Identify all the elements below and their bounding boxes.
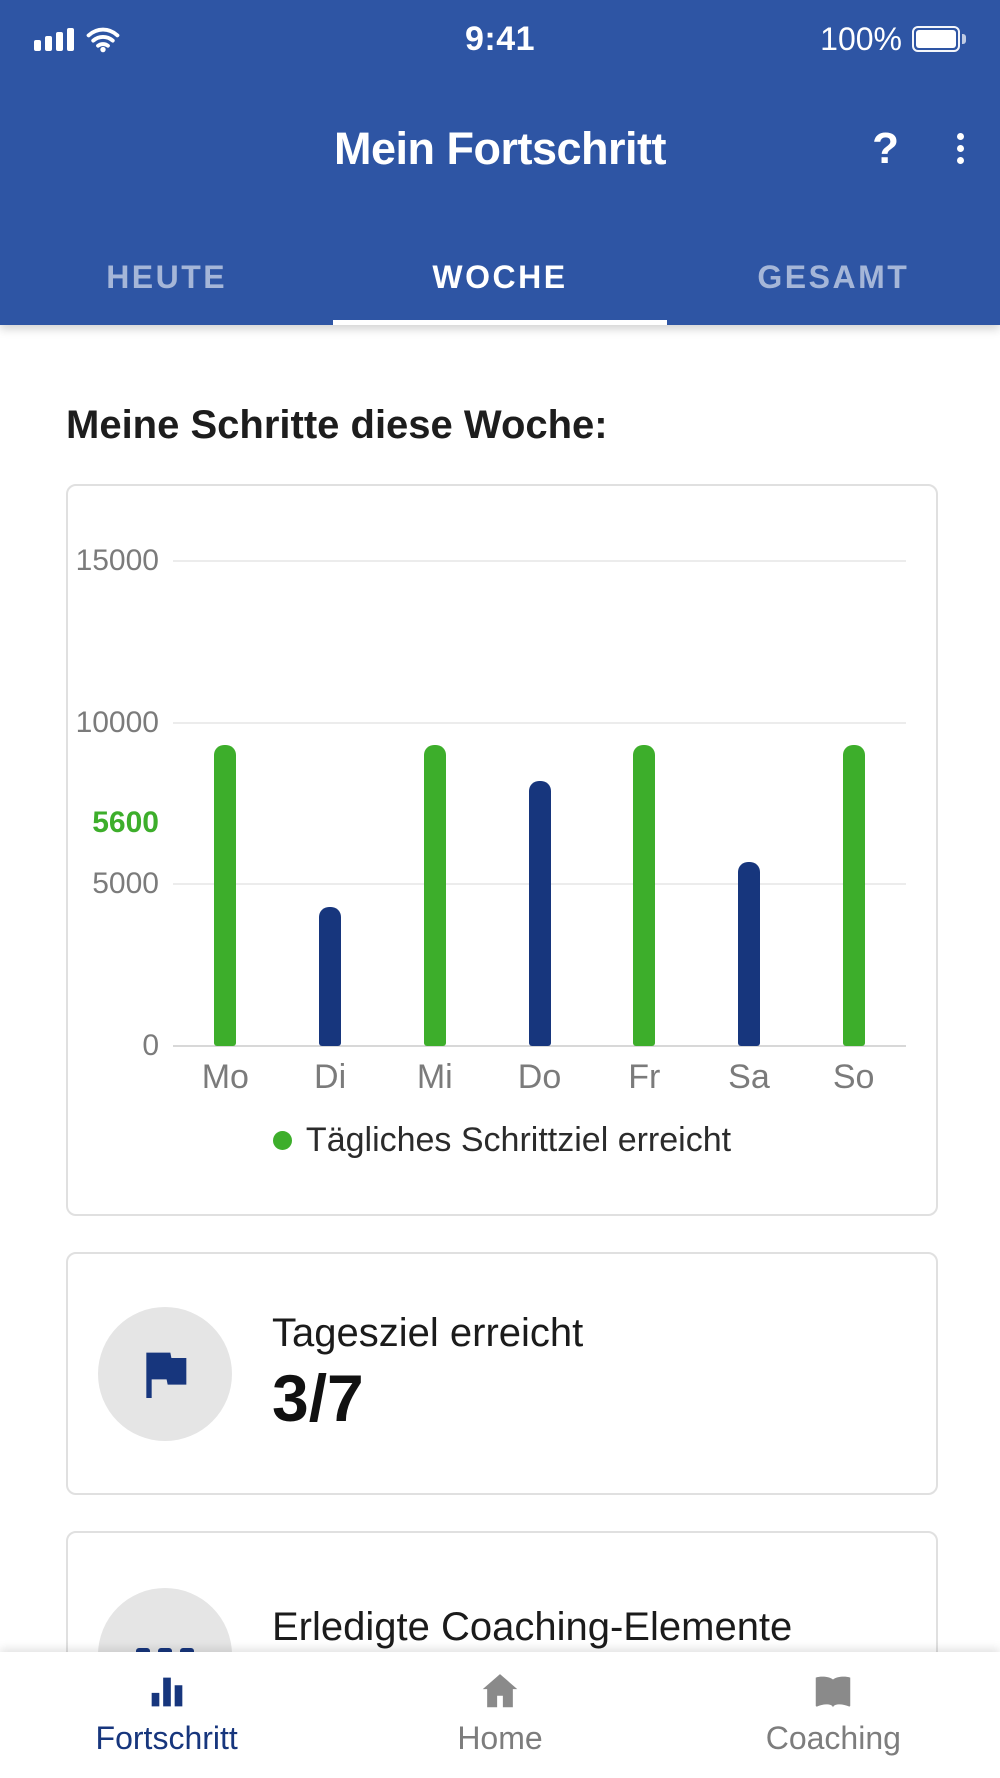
nav-item-home[interactable]: Home [333,1652,666,1778]
legend-dot [272,1131,292,1150]
bar-column-Do [487,561,592,1046]
daily-goal-title: Tagesziel erreicht [272,1311,584,1355]
bar-Sa [737,861,760,1046]
day-label-Mi: Mi [416,1058,453,1096]
daily-goal-value: 3/7 [272,1361,364,1435]
day-label-Fr: Fr [628,1058,661,1096]
bar-Fr [633,745,656,1046]
overflow-menu-button[interactable] [951,127,970,170]
daily-goal-icon-circle [98,1306,232,1441]
chart-legend: Tägliches Schrittziel erreicht [68,1121,936,1160]
coaching-title: Erledigte Coaching-Elemente [272,1605,793,1649]
tab-heute[interactable]: HEUTE [0,229,333,325]
day-label-Do: Do [517,1058,562,1096]
y-axis-goal-label: 5600 [92,805,159,839]
y-axis-label: 10000 [75,705,159,739]
flag-icon [146,1352,187,1398]
header-actions: ? [864,124,970,174]
bar-Do [528,780,551,1046]
main-content: Meine Schritte diese Woche: 15000 10000 56… [0,403,1000,1774]
legend-label: Tägliches Schrittziel erreicht [305,1121,732,1159]
bar-column-Fr [592,561,697,1046]
daily-goal-text: Tagesziel erreicht 3/7 [272,1311,583,1436]
section-heading: Meine Schritte diese Woche: [66,403,608,447]
app-header: 9:41 100% Mein Fortschritt ? HEUTE WOCHE… [0,0,1000,325]
status-right: 100% [535,21,966,58]
bar-column-Mi [382,561,487,1046]
day-label-Di: Di [314,1058,347,1096]
gridline [173,560,906,562]
gridline [173,721,906,724]
bar-chart-icon [151,1677,182,1707]
y-axis-label: 0 [142,1029,159,1062]
nav-label: Fortschritt [95,1720,238,1756]
nav-label: Coaching [765,1720,901,1756]
nav-item-fortschritt[interactable]: Fortschritt [0,1652,333,1778]
bar-Mo [214,745,237,1046]
help-button[interactable]: ? [864,124,907,174]
cellular-signal-icon [34,27,74,51]
nav-label: Home [457,1720,543,1756]
tab-gesamt[interactable]: GESAMT [667,229,1000,325]
nav-item-coaching[interactable]: Coaching [667,1652,1000,1778]
day-label-So: So [832,1058,875,1096]
bars [173,561,906,1046]
bar-column-Mo [173,561,278,1046]
bar-So [842,745,865,1046]
bar-Mi [423,745,446,1046]
status-time: 9:41 [464,19,536,58]
home-icon [482,1674,518,1708]
coaching-text: Erledigte Coaching-Elemente [272,1605,792,1650]
page-title: Mein Fortschritt [333,122,667,174]
bar-Di [319,906,342,1046]
day-label-Mo: Mo [201,1058,249,1096]
gridline [173,1045,906,1047]
tab-woche[interactable]: WOCHE [333,229,667,325]
tab-bar: HEUTE WOCHE GESAMT [0,229,1000,325]
battery-icon [912,26,966,52]
title-row: Mein Fortschritt ? [0,68,1000,229]
bar-column-So [801,561,906,1046]
steps-chart-card: 15000 10000 5600 5000 0 Mo Di Mi Do Fr Sa So Tägli… [66,484,938,1216]
status-bar: 9:41 100% [0,0,1000,68]
coaching-book-icon [816,1676,851,1708]
bar-column-Di [278,561,383,1046]
battery-percent: 100% [820,20,902,57]
y-axis-label: 5000 [92,867,159,901]
wifi-icon [86,27,120,52]
bar-chart-plot: 15000 10000 5600 5000 0 [76,544,906,1062]
daily-goal-card[interactable]: Tagesziel erreicht 3/7 [66,1252,938,1495]
y-axis-label: 15000 [75,544,159,577]
day-label-Sa: Sa [728,1058,770,1096]
status-left [34,26,465,53]
day-labels: Mo Di Mi Do Fr Sa So [173,1058,906,1097]
bottom-nav: Fortschritt Home Coaching [0,1652,1000,1778]
bar-column-Sa [697,561,802,1046]
